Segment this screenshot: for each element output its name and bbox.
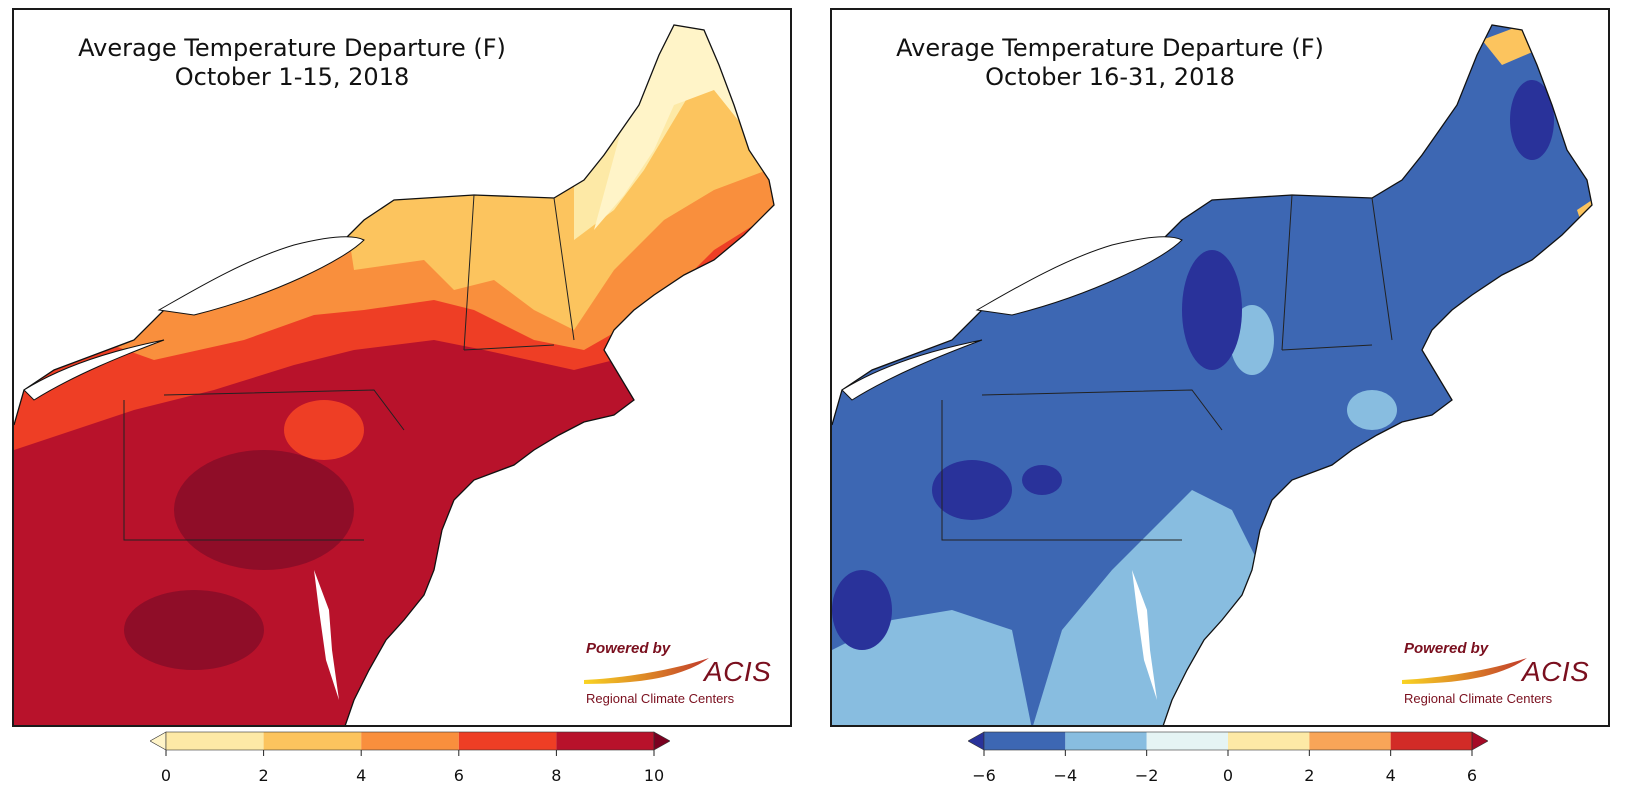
colorbar-bin-0: [984, 732, 1066, 750]
colorbar-tick-label: 4: [356, 766, 367, 785]
colorbar-tick-label: 6: [1466, 766, 1478, 785]
logo-subtitle: Regional Climate Centers: [586, 691, 735, 706]
colorbar-bin-4: [1309, 732, 1391, 750]
map-title-line-2: October 16-31, 2018: [985, 63, 1235, 91]
logo-powered-by: Powered by: [1404, 640, 1489, 657]
colorbar-under-arrow: [150, 731, 167, 751]
map-title: Average Temperature Departure (F) Octobe…: [42, 34, 542, 92]
map-title-line-2: October 1-15, 2018: [174, 63, 410, 91]
colorbar-over-arrow: [1471, 731, 1488, 751]
acis-logo: Powered by ACIS Regional Climate Centers: [584, 640, 774, 712]
acis-logo: Powered by ACIS Regional Climate Centers: [1402, 640, 1592, 712]
temperature-departure-map: [832, 24, 1593, 725]
colorbar-over-arrow: [653, 731, 670, 751]
colorbar-bin-4: [556, 732, 654, 750]
colorbar-oct-16-31: −6 −4 −2 0 2 4 6: [968, 728, 1488, 788]
logo-subtitle: Regional Climate Centers: [1404, 691, 1553, 706]
colorbar-bin-3: [1228, 732, 1310, 750]
logo-brand: ACIS: [1522, 656, 1590, 687]
colorbar-tick-label: −6: [972, 766, 996, 785]
map-title-line-1: Average Temperature Departure (F): [78, 34, 506, 62]
map-panel-oct-16-31: Average Temperature Departure (F) Octobe…: [830, 8, 1610, 727]
map-frame: Average Temperature Departure (F) Octobe…: [12, 8, 792, 727]
colorbar-tick-label: −2: [1134, 766, 1159, 785]
map-panel-oct-1-15: Average Temperature Departure (F) Octobe…: [12, 8, 792, 727]
colorbar-tick-label: 10: [643, 766, 665, 785]
colorbar-tick-label: 0: [1222, 766, 1234, 785]
swoosh-icon: [1402, 658, 1527, 684]
colorbar-bin-1: [263, 732, 362, 750]
swoosh-icon: [584, 658, 709, 684]
colorbar-tick-label: 4: [1385, 766, 1396, 785]
colorbar-tick-label: −4: [1053, 766, 1078, 785]
colorbar-tick-label: 2: [1304, 766, 1315, 785]
colorbar-bin-1: [1065, 732, 1147, 750]
colorbar-bin-2: [1146, 732, 1228, 750]
colorbar-swatches: [968, 731, 1488, 756]
colorbar-tick-label: 0: [160, 766, 172, 785]
colorbar-tick-label: 6: [453, 766, 464, 785]
colorbar-bin-5: [1390, 732, 1472, 750]
logo-powered-by: Powered by: [586, 640, 671, 657]
colorbar-tick-label: 2: [258, 766, 269, 785]
map-title: Average Temperature Departure (F) Octobe…: [860, 34, 1360, 92]
colorbar-tick-label: 8: [551, 766, 562, 785]
map-frame: Average Temperature Departure (F) Octobe…: [830, 8, 1610, 727]
map-title-line-1: Average Temperature Departure (F): [896, 34, 1324, 62]
temperature-departure-map: [14, 24, 775, 725]
colorbar-outline: [165, 731, 655, 751]
colorbar-oct-1-15: 0 2 4 6 8 10: [150, 728, 670, 788]
colorbar-swatches: [150, 731, 670, 756]
colorbar-bin-0: [166, 732, 264, 750]
colorbar-under-arrow: [968, 731, 985, 751]
colorbar-bin-2: [361, 732, 459, 750]
colorbar-bin-3: [458, 732, 557, 750]
logo-brand: ACIS: [704, 656, 772, 687]
